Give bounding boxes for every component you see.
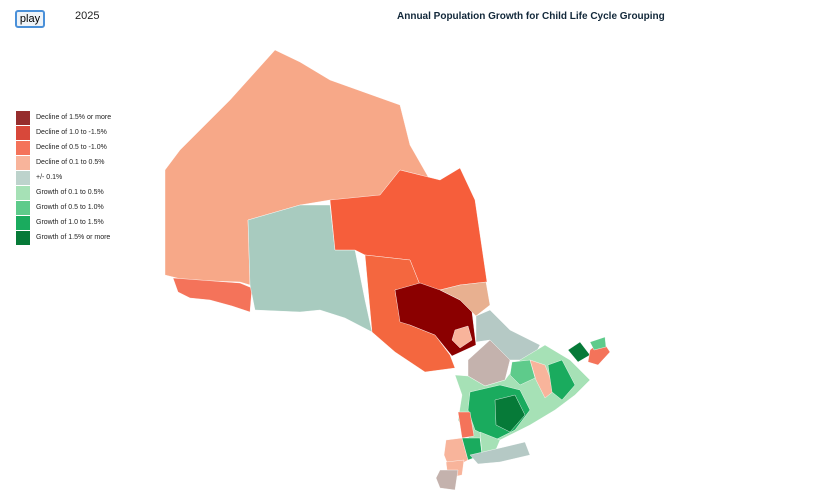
legend-item: Decline of 0.1 to 0.5%	[16, 155, 111, 170]
legend-item: Decline of 1.5% or more	[16, 110, 111, 125]
region	[457, 411, 475, 439]
legend-label: Decline of 1.5% or more	[36, 114, 112, 121]
region	[567, 341, 591, 363]
legend-item: Growth of 1.5% or more	[16, 230, 111, 245]
region	[529, 359, 556, 399]
region	[509, 359, 536, 386]
legend-item: Decline of 0.5 to -1.0%	[16, 140, 111, 155]
legend-swatch	[16, 155, 30, 170]
legend-swatch	[16, 185, 30, 200]
legend-label: Decline of 0.1 to 0.5%	[36, 159, 105, 166]
legend-swatch	[16, 110, 30, 125]
legend-item: Growth of 0.1 to 0.5%	[16, 185, 111, 200]
legend-label: Decline of 0.5 to -1.0%	[36, 144, 107, 151]
legend-label: +/- 0.1%	[36, 174, 63, 181]
legend-label: Growth of 0.1 to 0.5%	[36, 189, 104, 196]
region	[589, 336, 607, 351]
chart-title: Annual Population Growth for Child Life …	[397, 11, 665, 22]
legend-swatch	[16, 230, 30, 245]
legend-swatch	[16, 140, 30, 155]
region	[439, 281, 491, 317]
legend-label: Growth of 0.5 to 1.0%	[36, 204, 104, 211]
region	[172, 277, 253, 313]
region	[469, 441, 531, 465]
legend-label: Growth of 1.5% or more	[36, 234, 111, 241]
legend-item: Decline of 1.0 to -1.5%	[16, 125, 111, 140]
legend-label: Decline of 1.0 to -1.5%	[36, 129, 107, 136]
legend-item: Growth of 1.0 to 1.5%	[16, 215, 111, 230]
region	[494, 394, 526, 433]
year-label: 2025	[75, 10, 100, 22]
legend: Decline of 1.5% or more Decline of 1.0 to…	[16, 110, 111, 245]
legend-label: Growth of 1.0 to 1.5%	[36, 219, 104, 226]
legend-swatch	[16, 215, 30, 230]
legend-item: +/- 0.1%	[16, 170, 111, 185]
region	[547, 359, 576, 401]
legend-item: Growth of 0.5 to 1.0%	[16, 200, 111, 215]
region	[451, 325, 473, 349]
play-button[interactable]: play	[15, 10, 45, 28]
legend-swatch	[16, 170, 30, 185]
legend-swatch	[16, 200, 30, 215]
region	[435, 469, 459, 491]
legend-swatch	[16, 125, 30, 140]
